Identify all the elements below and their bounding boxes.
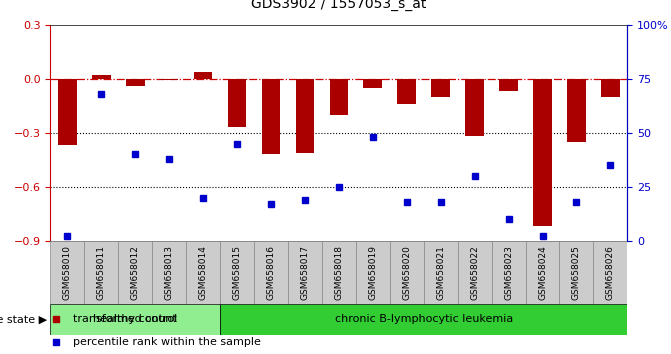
Text: GSM658021: GSM658021 <box>436 245 445 300</box>
Bar <box>525 241 560 304</box>
Bar <box>533 79 552 226</box>
Text: GSM658017: GSM658017 <box>301 245 309 300</box>
Bar <box>567 79 586 142</box>
Bar <box>499 79 518 91</box>
Bar <box>58 79 76 145</box>
Bar <box>593 241 627 304</box>
Bar <box>118 241 152 304</box>
Bar <box>220 304 627 335</box>
Bar <box>322 241 356 304</box>
Bar <box>50 304 220 335</box>
Bar <box>220 241 254 304</box>
Bar <box>152 241 186 304</box>
Text: GSM658025: GSM658025 <box>572 245 581 300</box>
Bar <box>254 241 288 304</box>
Text: GSM658024: GSM658024 <box>538 245 547 300</box>
Bar <box>227 79 246 127</box>
Bar <box>85 241 118 304</box>
Text: GSM658019: GSM658019 <box>368 245 377 300</box>
Bar <box>262 79 280 154</box>
Text: disease state ▶: disease state ▶ <box>0 314 47 325</box>
Text: GSM658011: GSM658011 <box>97 245 106 300</box>
Bar <box>560 241 593 304</box>
Text: GDS3902 / 1557053_s_at: GDS3902 / 1557053_s_at <box>251 0 427 11</box>
Text: GSM658023: GSM658023 <box>504 245 513 300</box>
Text: GSM658022: GSM658022 <box>470 245 479 300</box>
Bar <box>288 241 322 304</box>
Text: healthy control: healthy control <box>93 314 177 325</box>
Bar <box>50 241 85 304</box>
Bar <box>601 79 620 97</box>
Text: GSM658014: GSM658014 <box>199 245 207 300</box>
Bar <box>492 241 525 304</box>
Text: GSM658013: GSM658013 <box>164 245 174 300</box>
Bar <box>390 241 423 304</box>
Bar <box>364 79 382 88</box>
Bar <box>423 241 458 304</box>
Bar <box>397 79 416 104</box>
Bar <box>186 241 220 304</box>
Bar <box>160 79 178 80</box>
Bar <box>458 241 492 304</box>
Text: GSM658010: GSM658010 <box>63 245 72 300</box>
Text: GSM658026: GSM658026 <box>606 245 615 300</box>
Text: GSM658015: GSM658015 <box>233 245 242 300</box>
Text: percentile rank within the sample: percentile rank within the sample <box>73 337 261 347</box>
Bar <box>92 75 111 79</box>
Bar <box>329 79 348 115</box>
Bar <box>126 79 144 86</box>
Text: transformed count: transformed count <box>73 314 177 324</box>
Text: GSM658020: GSM658020 <box>402 245 411 300</box>
Bar <box>295 79 314 153</box>
Text: GSM658016: GSM658016 <box>266 245 276 300</box>
Bar <box>431 79 450 97</box>
Bar <box>194 72 213 79</box>
Text: chronic B-lymphocytic leukemia: chronic B-lymphocytic leukemia <box>335 314 513 325</box>
Text: GSM658018: GSM658018 <box>334 245 344 300</box>
Text: GSM658012: GSM658012 <box>131 245 140 300</box>
Bar <box>465 79 484 136</box>
Bar <box>356 241 390 304</box>
